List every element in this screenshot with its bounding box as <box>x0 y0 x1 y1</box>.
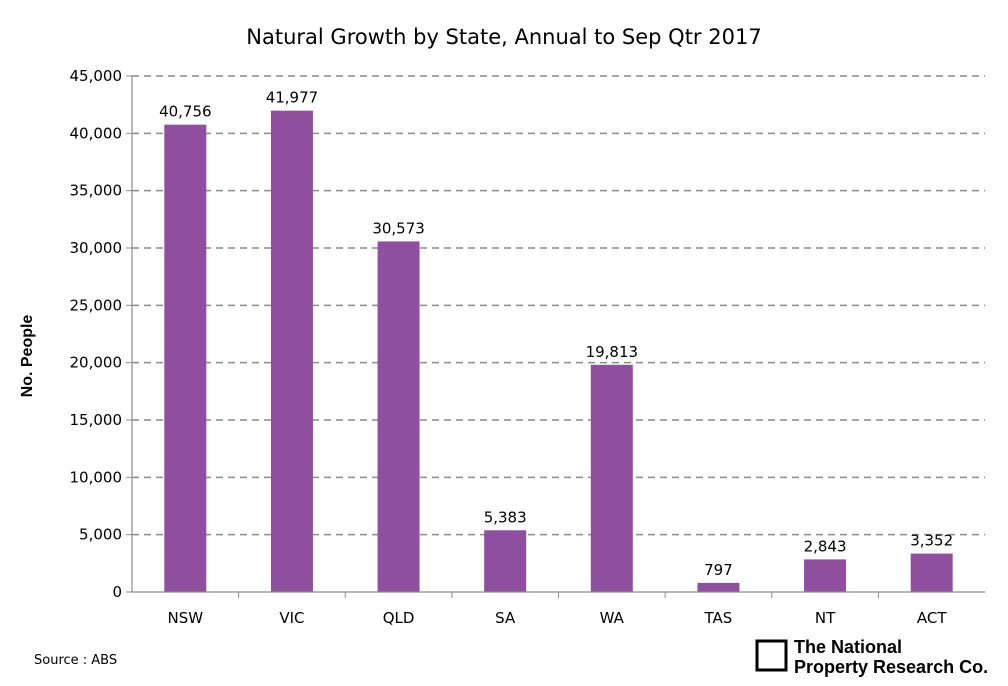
data-label-qld: 30,573 <box>372 219 425 237</box>
bar-nsw <box>164 124 207 592</box>
y-tick-label: 35,000 <box>70 182 123 200</box>
x-tick-label-qld: QLD <box>383 609 415 627</box>
x-tick-label-wa: WA <box>600 609 625 627</box>
bars <box>164 110 953 593</box>
y-axis-label: No. People <box>19 315 36 398</box>
y-tick-label: 5,000 <box>79 526 122 544</box>
data-labels: 40,756 41,977 30,573 5,383 19,813 797 2,843 3,3… <box>159 89 953 579</box>
bar-tas <box>697 582 740 592</box>
bar-sa <box>484 530 527 592</box>
y-tick-label: 20,000 <box>70 354 123 372</box>
bar-vic <box>270 110 313 593</box>
y-tick-label: 45,000 <box>70 67 123 85</box>
y-tick-label: 40,000 <box>70 124 123 142</box>
y-tick-label: 25,000 <box>70 296 123 314</box>
source-note: Source : ABS <box>34 653 117 668</box>
data-label-vic: 41,977 <box>266 89 319 107</box>
data-label-nt: 2,843 <box>804 537 847 555</box>
y-tick-label: 0 <box>112 583 122 601</box>
chart-title: Natural Growth by State, Annual to Sep Q… <box>246 25 761 49</box>
gridlines <box>132 75 985 536</box>
square-outline-icon <box>755 639 788 672</box>
data-label-act: 3,352 <box>910 532 953 550</box>
data-label-tas: 797 <box>704 561 733 579</box>
bar-act <box>910 553 953 592</box>
bar-qld <box>377 241 420 592</box>
x-axis-ticks: NSW VIC QLD SA WA TAS NT ACT <box>168 592 947 627</box>
bar-wa <box>590 364 633 592</box>
brand-line-2: Property Research Co. <box>794 657 988 677</box>
bar-nt <box>804 559 847 592</box>
data-label-wa: 19,813 <box>586 343 639 361</box>
y-tick-label: 15,000 <box>70 411 123 429</box>
y-tick-label: 30,000 <box>70 239 123 257</box>
x-tick-label-tas: TAS <box>704 609 733 627</box>
x-tick-label-sa: SA <box>495 609 516 627</box>
x-tick-label-nt: NT <box>815 609 836 627</box>
x-tick-label-vic: VIC <box>279 609 304 627</box>
data-label-nsw: 40,756 <box>159 103 212 121</box>
x-tick-label-act: ACT <box>917 609 947 627</box>
brand-line-1: The National <box>794 637 902 657</box>
data-label-sa: 5,383 <box>484 508 527 526</box>
brand-logo: The National Property Research Co. <box>755 637 988 677</box>
x-tick-label-nsw: NSW <box>168 609 204 627</box>
y-tick-label: 10,000 <box>70 468 123 486</box>
axes <box>131 76 985 593</box>
y-axis-ticks: 0 5,000 10,000 15,000 20,000 25,000 30,000 35,0… <box>70 67 132 601</box>
